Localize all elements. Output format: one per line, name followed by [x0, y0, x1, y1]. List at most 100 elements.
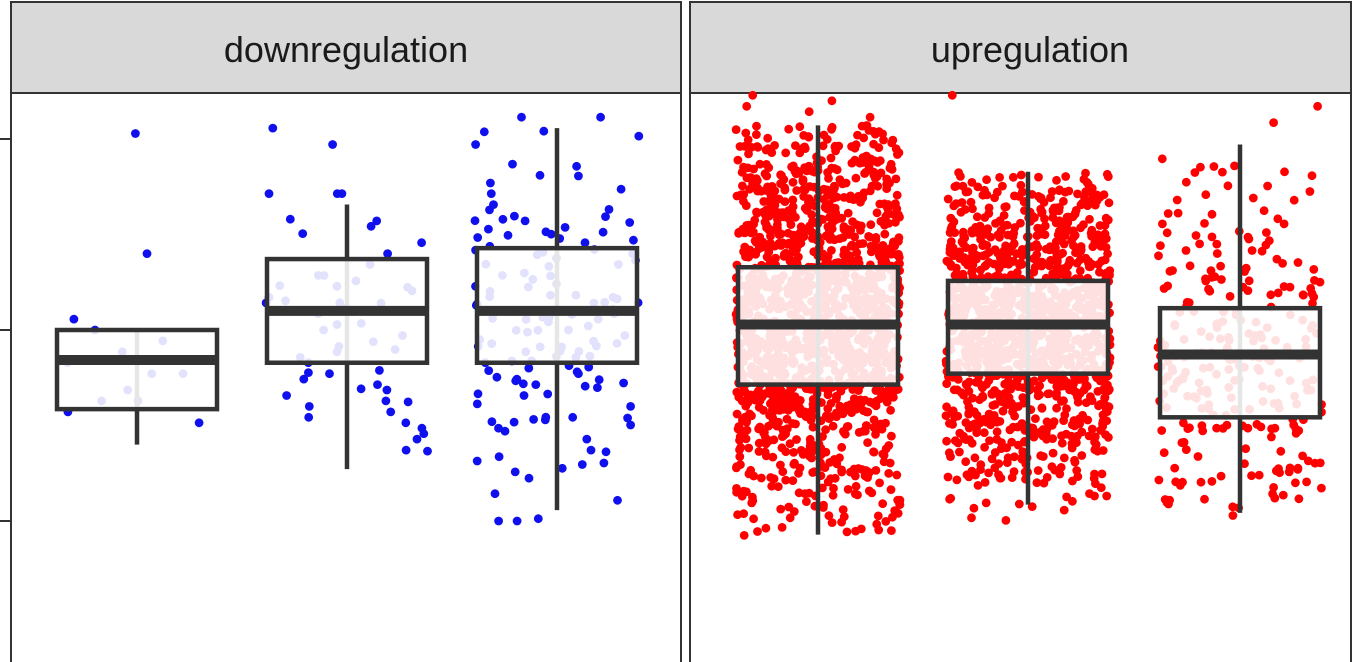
data-point [1244, 276, 1254, 286]
data-point [763, 144, 773, 154]
data-point [1190, 168, 1200, 177]
data-point [1274, 464, 1283, 473]
data-point [998, 406, 1008, 416]
data-point [731, 125, 741, 134]
data-point [739, 428, 749, 438]
data-point [1031, 414, 1040, 423]
data-point [1157, 154, 1167, 164]
data-point [1052, 382, 1062, 391]
data-point [784, 502, 794, 512]
data-point [601, 212, 610, 222]
data-point [804, 161, 814, 171]
data-point [1034, 172, 1043, 182]
data-point [560, 223, 570, 232]
data-point [972, 254, 981, 264]
data-point [1228, 511, 1238, 520]
data-point [598, 227, 608, 237]
data-point [827, 246, 836, 255]
data-point [1158, 219, 1167, 229]
data-point [490, 489, 500, 499]
data-point [795, 148, 805, 158]
data-point [520, 216, 530, 226]
data-point [982, 190, 992, 200]
data-point [1272, 254, 1282, 264]
data-point [829, 483, 838, 493]
data-point [1016, 170, 1026, 180]
data-point [942, 402, 951, 412]
data-point [1195, 239, 1204, 249]
data-point [533, 514, 543, 524]
data-point [1009, 239, 1019, 249]
data-point [1262, 228, 1271, 237]
data-point [959, 431, 968, 441]
data-point [828, 186, 838, 196]
data-point [891, 199, 900, 209]
data-point [1209, 162, 1219, 171]
data-point [752, 130, 761, 140]
data-point [739, 196, 748, 206]
data-point [875, 394, 885, 403]
data-point [832, 412, 841, 422]
data-point [510, 211, 519, 221]
data-point [601, 447, 611, 457]
data-point [1172, 195, 1182, 205]
data-point [808, 468, 818, 477]
data-point [531, 380, 541, 389]
data-point [771, 253, 780, 263]
data-point [838, 505, 848, 514]
data-point [880, 229, 890, 239]
data-point [518, 379, 528, 389]
data-point [194, 418, 204, 428]
data-point [776, 504, 786, 514]
data-point [874, 525, 884, 535]
data-point [503, 230, 513, 240]
data-point [1269, 483, 1278, 492]
data-point [1073, 189, 1082, 199]
data-point [381, 396, 391, 406]
data-point [851, 173, 861, 183]
data-point [1033, 391, 1043, 401]
data-point [741, 401, 751, 411]
data-point [1305, 187, 1315, 196]
data-point [864, 468, 874, 477]
data-point [599, 458, 609, 468]
data-point [1168, 266, 1177, 275]
data-point [760, 169, 770, 179]
data-point [417, 238, 426, 248]
data-point [887, 138, 897, 148]
data-point [792, 435, 801, 444]
data-point [1210, 272, 1220, 281]
data-point [850, 232, 860, 242]
data-point [970, 419, 979, 429]
data-point [772, 194, 782, 204]
data-point [508, 159, 517, 169]
data-point [1241, 444, 1251, 454]
data-point [1101, 430, 1110, 439]
data-point [529, 415, 538, 424]
data-point [337, 189, 347, 199]
data-point [955, 247, 964, 257]
strip-background [10, 1, 682, 94]
data-point [767, 481, 777, 491]
data-point [834, 141, 844, 151]
data-point [968, 266, 978, 275]
data-point [837, 465, 846, 475]
data-point [872, 208, 882, 218]
data-point [737, 491, 747, 501]
data-point [806, 411, 816, 421]
data-point [1001, 516, 1011, 525]
data-point [594, 375, 604, 385]
data-point [994, 459, 1004, 468]
data-point [972, 428, 982, 438]
data-point [1193, 452, 1203, 461]
data-point [298, 229, 308, 239]
data-point [978, 383, 987, 393]
data-point [831, 394, 841, 404]
data-point [1075, 266, 1085, 276]
data-point [754, 424, 763, 434]
data-point [519, 391, 529, 400]
data-point [285, 214, 295, 224]
data-point [776, 460, 785, 470]
data-point [742, 101, 752, 111]
data-point [1064, 186, 1074, 196]
